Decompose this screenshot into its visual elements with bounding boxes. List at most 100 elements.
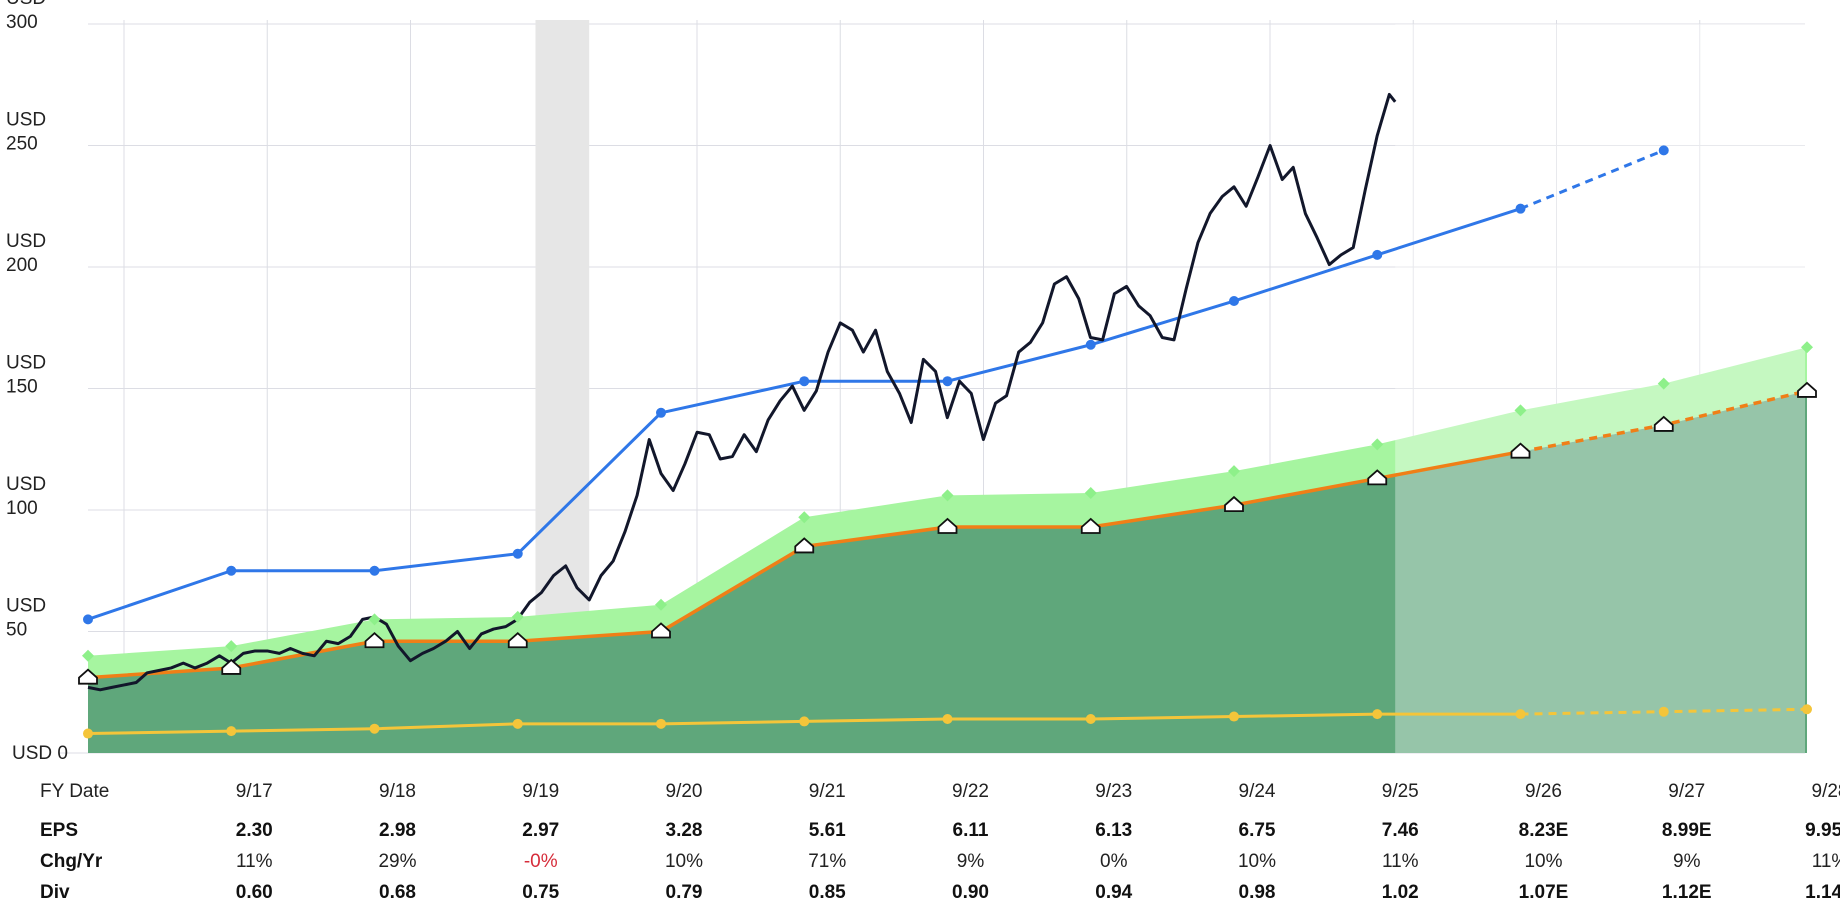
y-tick-label: 150 (6, 377, 38, 398)
upper-band-point (368, 613, 381, 626)
chg-cell: 10% (1524, 851, 1563, 872)
y-tick-label: 200 (6, 255, 38, 276)
eps-point (78, 668, 98, 685)
eps-cell: 6.13 (1095, 820, 1133, 841)
upper-band-point (655, 598, 667, 611)
div-cell: 0.90 (952, 882, 989, 903)
fy-date-row: FY Date 9/17 9/18 9/19 9/20 9/21 9/22 9/23 9/24… (0, 776, 1840, 807)
upper-band-point (1084, 486, 1097, 499)
fy-date-cell: 9/24 (1238, 781, 1276, 802)
y-tick-label: 300 (6, 12, 38, 33)
chg-label: Chg/Yr (40, 851, 103, 872)
fy-date-cell: 9/28 (1811, 781, 1840, 802)
normal-pe-point (1372, 249, 1383, 260)
dividend-point (1658, 706, 1669, 717)
dividend-point (1085, 713, 1096, 724)
eps-point (651, 622, 671, 639)
normal-pe-point (83, 614, 93, 625)
chg-cell: 11% (1381, 851, 1419, 872)
dividend-point (1229, 711, 1239, 722)
dividend-point (369, 723, 380, 734)
eps-point (794, 537, 815, 554)
eps-cell: 3.28 (665, 820, 703, 841)
chg-row: Chg/Yr 11% 29% -0% 10% 71% 9% 0% 10% 11% 10% 9% 11% (0, 846, 1840, 877)
eps-cell: 8.23E (1518, 820, 1569, 841)
y-tick-unit: USD (6, 596, 46, 617)
div-cell: 0.68 (379, 882, 416, 903)
div-cell: 0.94 (1095, 882, 1133, 903)
dividend-point (799, 716, 810, 727)
price-line (87, 92, 1397, 692)
fy-date-cell: 9/20 (665, 781, 703, 802)
div-cell: 0.79 (665, 882, 703, 903)
div-cell: 1.02 (1381, 882, 1419, 903)
eps-label: EPS (40, 820, 79, 841)
eps-cell: 8.99E (1661, 820, 1712, 841)
y-tick-unit: USD (6, 110, 46, 131)
upper-band-point (798, 511, 811, 524)
upper-band-point (1371, 438, 1384, 451)
chg-cell: 10% (1237, 851, 1277, 872)
normal-pe-line-estimate (1519, 148, 1665, 211)
div-cell: 0.60 (235, 882, 273, 903)
eps-cell: 2.30 (235, 820, 273, 841)
upper-band-point (941, 489, 954, 502)
y-tick-label: 50 (6, 620, 27, 641)
fy-data-table: FY Date 9/17 9/18 9/19 9/20 9/21 9/22 9/23 9/24… (0, 776, 1840, 908)
fy-date-cell: 9/27 (1668, 781, 1706, 802)
div-cell: 1.07E (1518, 882, 1569, 903)
normal-pe-point (1229, 296, 1239, 307)
upper-band-point (511, 610, 524, 623)
eps-cell: 5.61 (808, 820, 846, 841)
fy-date-cell: 9/21 (808, 781, 846, 802)
eps-point (364, 632, 385, 649)
normal-pe-point (369, 565, 380, 576)
normal-pe-point (799, 376, 810, 387)
div-cell: 1.14E (1805, 882, 1840, 903)
fy-date-cell: 9/17 (235, 781, 273, 802)
eps-point (1797, 381, 1817, 398)
fy-date-cell: 9/19 (522, 781, 560, 802)
y-tick-label: 250 (6, 134, 38, 155)
normal-pe-point (226, 565, 237, 576)
y-axis-labels: USD 0 USD 50 USD 100 USD 150 USD 200 USD 250 USD 300 (6, 0, 68, 760)
upper-band-point (225, 640, 238, 653)
eps-row: EPS 2.30 2.98 2.97 3.28 5.61 6.11 6.13 6.75 7.46… (0, 815, 1840, 846)
eps-cell: 6.11 (952, 820, 989, 841)
chg-cell: 11% (1811, 851, 1840, 872)
fy-date-cell: 9/18 (379, 781, 416, 802)
dividend-point (1372, 709, 1383, 720)
normal-pe-point (1658, 145, 1669, 156)
dividend-point (83, 728, 93, 739)
dividend-point (1802, 704, 1812, 715)
eps-cell: 2.98 (379, 820, 416, 841)
eps-point (1653, 415, 1674, 432)
eps-cell: 7.46 (1381, 820, 1419, 841)
fast-graph-chart: USD 0 USD 50 USD 100 USD 150 USD 200 USD 250 USD 300 (6, 0, 1817, 760)
div-cell: 1.12E (1661, 882, 1712, 903)
fy-date-cell: 9/23 (1095, 781, 1133, 802)
normal-pe-point (512, 548, 523, 559)
y-tick-unit: USD (6, 231, 46, 252)
eps-point (1367, 469, 1388, 486)
eps-cell: 9.95E (1805, 820, 1840, 841)
chg-cell: 71% (808, 851, 847, 872)
upper-band-point (1801, 341, 1813, 354)
fy-date-cell: 9/25 (1381, 781, 1419, 802)
chg-cell: 0% (1100, 851, 1128, 872)
normal-pe-point (942, 376, 953, 387)
eps-point (1510, 442, 1531, 459)
chg-cell: 10% (664, 851, 704, 872)
div-cell: 0.75 (522, 882, 560, 903)
y-tick-unit: USD (6, 474, 46, 495)
eps-point (1080, 517, 1101, 534)
y-tick-unit: USD (6, 0, 46, 9)
div-label: Div (40, 882, 70, 903)
chg-cell: 9% (956, 851, 985, 872)
div-cell: 0.98 (1238, 882, 1276, 903)
dividend-point (942, 713, 953, 724)
eps-point (221, 658, 242, 675)
chg-cell: -0% (523, 851, 558, 872)
normal-pe-point (656, 407, 666, 418)
normal-pe-point (1085, 339, 1096, 350)
